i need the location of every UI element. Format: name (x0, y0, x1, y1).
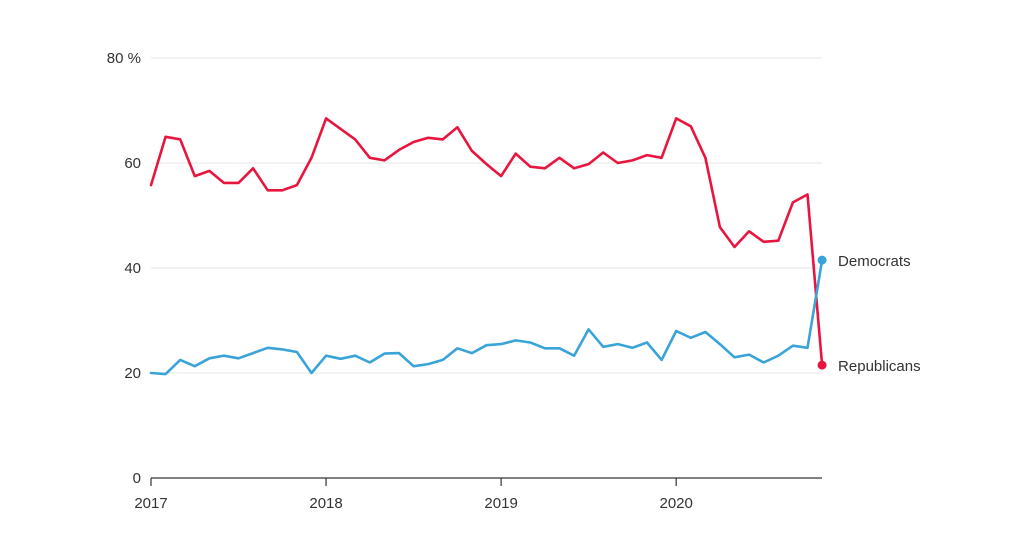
y-tick-label: 20 (124, 365, 141, 382)
end-point-republicans (817, 360, 827, 370)
series-lines (149, 117, 824, 376)
end-point-democrats (817, 255, 827, 265)
x-tick-label: 2020 (659, 495, 692, 512)
gridlines (151, 57, 822, 374)
series-label-democrats: Democrats (838, 253, 911, 270)
x-tick-label: 2017 (134, 495, 167, 512)
y-tick-label: 80 % (107, 50, 141, 67)
series-label-republicans: Republicans (838, 358, 921, 375)
y-tick-label: 60 (124, 155, 141, 172)
series-line-democrats (149, 258, 824, 376)
end-markers: Republicans Democrats (817, 253, 921, 375)
y-tick-label: 0 (133, 470, 141, 487)
y-tick-label: 40 (124, 260, 141, 277)
axes: 0 20 40 60 80 % 2017 2018 2019 2020 (107, 50, 822, 512)
x-tick-label: 2018 (309, 495, 342, 512)
x-tick-label: 2019 (484, 495, 517, 512)
series-line-republicans (149, 117, 824, 367)
